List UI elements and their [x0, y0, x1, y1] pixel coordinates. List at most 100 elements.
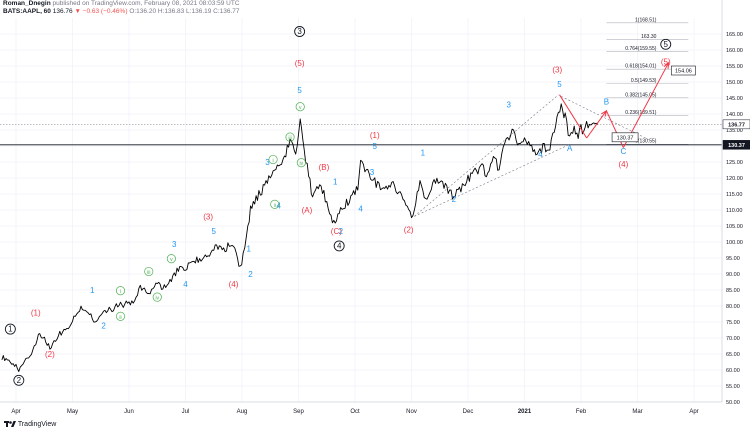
wave-label: 5 [664, 40, 669, 49]
price-tag-text: 130.37 [728, 143, 745, 149]
wave-label: 3 [172, 240, 177, 249]
wave-label: (1) [370, 131, 380, 140]
x-tick-label: Aug [237, 409, 248, 415]
x-tick-label: Nov [406, 409, 417, 415]
wave-label-circle [166, 254, 176, 264]
wave-label: 2 [452, 195, 457, 204]
wave-label: 5 [297, 86, 302, 95]
y-tick-label: 65.00 [726, 352, 740, 358]
wave-label: (A) [302, 206, 313, 215]
x-tick-label: Sep [293, 409, 304, 415]
wave-label-circle [296, 158, 306, 168]
projection-segment[interactable] [586, 110, 607, 139]
y-tick-label: 115.00 [726, 192, 742, 198]
y-tick-label: 90.00 [726, 272, 740, 278]
y-tick-label: 155.00 [726, 64, 743, 70]
fib-level-label: 0.382(145.05) [625, 92, 656, 98]
grid [0, 18, 722, 403]
wave-label: (4) [229, 280, 239, 289]
wave-labels: 12(1)(2)12iiiiiiivv34(3)5(4)1234iiiiiiiv… [4, 26, 672, 386]
wave-label: 3 [506, 101, 511, 110]
x-tick-label: Oct [350, 409, 360, 415]
wave-label: (1) [31, 309, 41, 318]
y-tick-label: 165.00 [726, 32, 743, 38]
target-callout-text: 154.06 [675, 69, 692, 75]
x-tick-label: Apr [11, 409, 20, 415]
x-tick-label: May [67, 409, 78, 415]
projection-path: 130.37 154.06 [559, 61, 696, 148]
tradingview-logo-icon [4, 421, 16, 428]
wave-label-circle [115, 286, 126, 296]
wave-label: (3) [203, 213, 213, 222]
author-name[interactable]: Roman_Dnegin [3, 0, 51, 7]
fib-level-label: 0.618(154.01) [625, 64, 656, 70]
y-tick-label: 140.00 [726, 112, 743, 118]
trend-line[interactable] [561, 96, 649, 140]
trend-line[interactable] [414, 144, 570, 217]
wave-label-circle [152, 292, 162, 302]
wave-label: A [567, 144, 573, 153]
fib-level-label: 0.764(159.55) [625, 46, 656, 52]
fibonacci-levels: 0(130.55) 0.236(139.51) 0.382(145.05) 0.5(1… [606, 17, 689, 145]
wave-label-circle [660, 38, 672, 50]
wave-label: 1 [421, 149, 426, 158]
wave-label: C [620, 147, 626, 156]
wave-label: (5) [661, 57, 671, 66]
fib-level-label: 0.236(139.51) [625, 110, 656, 116]
price-tag-text: 136.77 [728, 122, 745, 128]
x-tick-label: Mar [632, 409, 642, 415]
wave-label: iii [288, 136, 291, 142]
y-tick-label: 70.00 [726, 336, 740, 342]
wave-label: iv [300, 161, 304, 167]
projection-segment[interactable] [559, 94, 588, 139]
y-tick-label: 85.00 [726, 288, 740, 294]
y-tick-label: 160.00 [726, 48, 743, 54]
wave-label: 2 [248, 270, 253, 279]
fib-level-label: 0(130.55) [635, 139, 657, 145]
publisher-line: Roman_Dnegin published on TradingView.co… [3, 0, 703, 8]
y-tick-label: 55.00 [726, 384, 740, 390]
wave-label: B [604, 97, 609, 106]
wave-label-circle [115, 311, 126, 321]
y-tick-label: 135.00 [726, 128, 743, 134]
x-tick-label: Apr [689, 409, 698, 415]
wave-label: v [170, 257, 173, 263]
x-tick-label: Feb [576, 409, 587, 415]
wave-label: (5) [295, 59, 305, 68]
y-tick-label: 100.00 [726, 240, 743, 246]
wave-label-circle [333, 240, 345, 252]
wave-label: 1 [247, 245, 252, 254]
wave-label: (2) [45, 350, 55, 359]
wave-label-circle [4, 323, 16, 335]
wave-label: 4 [358, 205, 363, 214]
wave-label: 1 [8, 325, 13, 334]
wave-label: (C) [331, 227, 342, 236]
footer: TradingView [4, 419, 56, 430]
wave-label: 2 [101, 321, 106, 330]
y-tick-label: 95.00 [726, 256, 740, 262]
wave-label: 5 [557, 80, 562, 89]
wave-label: (B) [319, 163, 330, 172]
symbol-label: BATS:AAPL, 60 [3, 8, 51, 15]
y-tick-label: 80.00 [726, 304, 740, 310]
price-tag-box [722, 119, 750, 130]
trend-line[interactable] [414, 94, 559, 217]
fib-level-label: 1(168.51) [635, 17, 657, 23]
wave-label: ii [119, 315, 121, 321]
wave-label-circle [268, 154, 278, 165]
brand-name[interactable]: TradingView [17, 421, 57, 428]
level-callout-text: 130.37 [617, 135, 634, 141]
wave-label: 2 [339, 227, 344, 236]
price-tag-box [722, 140, 750, 150]
fib-level-label: 0.5(149.53) [631, 78, 657, 84]
x-tick-label: Jun [124, 409, 134, 415]
y-tick-label: 150.00 [726, 80, 743, 86]
symbol-line: BATS:AAPL, 60 136.76 ▼ −0.63 (−0.46%) O:… [3, 8, 703, 16]
x-axis: Apr May Jun Jul Aug Sep Oct Nov Dec 2021 Feb Mar Apr [0, 401, 722, 415]
last-price: 136.76 [52, 8, 73, 15]
projection-arrowhead [663, 61, 670, 69]
y-tick-label: 125.00 [726, 160, 743, 166]
wave-label: 5 [212, 227, 217, 236]
wave-label-circle [295, 102, 305, 112]
